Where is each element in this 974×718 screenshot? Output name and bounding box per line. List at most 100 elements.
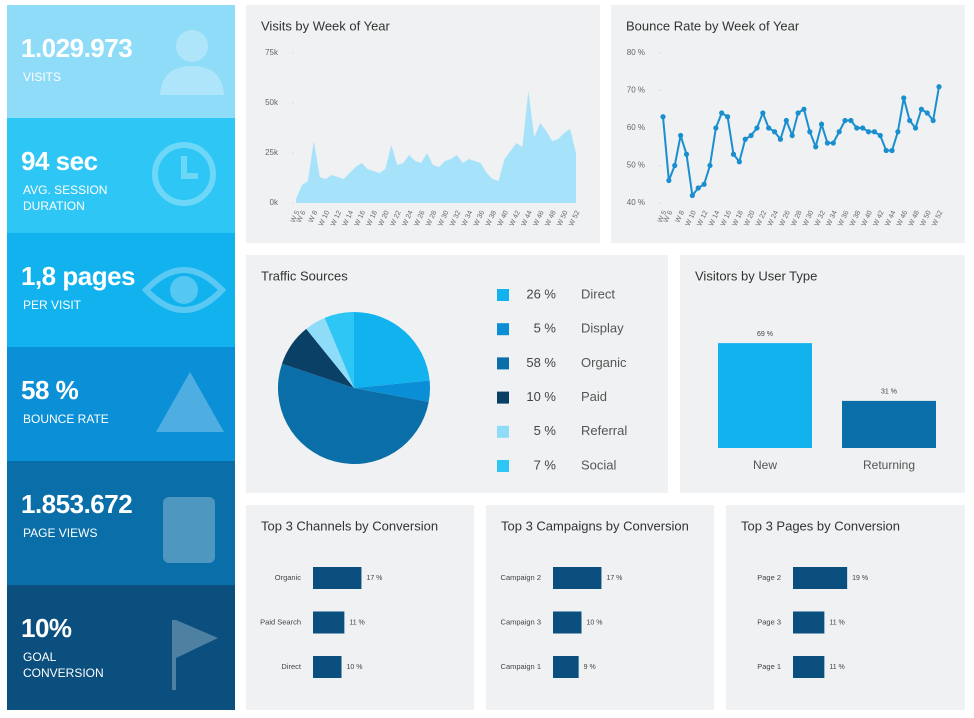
- point: [748, 132, 754, 139]
- legend-swatch: [497, 323, 509, 336]
- point: [766, 125, 772, 131]
- x-tick-label: W 5: [657, 210, 669, 224]
- point: [807, 129, 813, 135]
- y-tick-label: 50 %: [627, 161, 645, 170]
- legend-value: 58 %: [526, 355, 556, 370]
- point: [724, 114, 731, 120]
- point: [830, 140, 836, 146]
- point: [848, 117, 854, 124]
- point: [918, 106, 924, 112]
- bar: [793, 611, 825, 634]
- legend-label: Organic: [581, 355, 627, 370]
- bar: [553, 656, 579, 678]
- point: [883, 147, 889, 154]
- point: [836, 129, 842, 135]
- point: [865, 129, 872, 135]
- legend-swatch: [497, 357, 509, 370]
- kpi-value: 10%: [21, 613, 72, 643]
- chart-title: Visits by Week of Year: [261, 18, 391, 33]
- legend-label: Display: [581, 321, 624, 336]
- y-tick-label: 0k: [270, 198, 279, 207]
- y-tick-label: 50k: [265, 98, 279, 107]
- kpi-tile: 10% GOAL CONVERSION: [7, 585, 235, 710]
- pie-slice: [281, 328, 354, 388]
- legend-label: Referral: [581, 423, 627, 438]
- point: [924, 110, 930, 116]
- legend-label: Paid: [581, 389, 607, 404]
- y-tick-label: 75k: [265, 48, 279, 57]
- legend-value: 26 %: [526, 286, 556, 301]
- kpi-label: GOAL CONVERSION: [23, 650, 104, 680]
- value-label: 11 %: [829, 619, 844, 626]
- chart-title: Visitors by User Type: [695, 268, 817, 283]
- point: [907, 117, 913, 124]
- kpi-tile: 1.853.672 PAGE VIEWS: [7, 461, 235, 585]
- x-tick-label: W 6: [663, 210, 675, 224]
- point: [912, 125, 919, 131]
- y-tick-label: 25k: [265, 148, 279, 157]
- line: [662, 86, 940, 198]
- point: [930, 117, 936, 124]
- bar: [313, 567, 362, 589]
- kpi-label: AVG. SESSION DURATION: [23, 183, 108, 213]
- kpi-value: 58 %: [21, 375, 79, 405]
- value-label: 10 %: [587, 619, 603, 626]
- kpi-tile: 1,8 pages PER VISIT: [7, 233, 235, 347]
- point: [789, 132, 795, 139]
- panel: [246, 505, 474, 710]
- point: [707, 162, 713, 169]
- y-tick-label: Organic: [275, 573, 302, 582]
- point: [695, 185, 701, 191]
- value-label: 17 %: [366, 575, 382, 582]
- kpi-label: BOUNCE RATE: [23, 412, 109, 426]
- y-tick-label: 80 %: [627, 48, 645, 57]
- point: [666, 177, 672, 184]
- x-tick-label: W 5: [290, 210, 302, 224]
- y-tick-label: 70 %: [627, 86, 645, 95]
- bar: [553, 611, 582, 634]
- x-tick-label: W 8: [308, 210, 320, 224]
- point: [701, 181, 707, 187]
- y-tick-label: 40 %: [627, 198, 645, 207]
- point: [742, 136, 748, 142]
- y-tick-label: 60 %: [627, 123, 645, 132]
- kpi-label: PAGE VIEWS: [23, 526, 98, 540]
- value-label: 69 %: [757, 331, 773, 338]
- point: [672, 162, 678, 169]
- value-label: 19 %: [852, 575, 868, 582]
- point: [777, 136, 784, 142]
- kpi-value: 1.029.973: [21, 33, 133, 63]
- chart-title: Top 3 Pages by Conversion: [741, 518, 900, 533]
- kpi-label: VISITS: [23, 70, 62, 84]
- point: [678, 132, 684, 139]
- bar: [313, 611, 345, 634]
- legend-swatch: [497, 391, 509, 404]
- point: [901, 95, 907, 101]
- value-label: 9 %: [584, 664, 596, 671]
- legend-label: Social: [581, 457, 617, 472]
- legend-value: 5 %: [534, 423, 557, 438]
- pie-slice: [354, 312, 430, 388]
- kpi-tile: 94 sec AVG. SESSION DURATION: [7, 118, 235, 233]
- point: [877, 132, 883, 139]
- chart-title: Top 3 Campaigns by Conversion: [501, 518, 689, 533]
- value-label: 31 %: [881, 389, 897, 396]
- point: [842, 117, 848, 124]
- bar: [793, 656, 825, 678]
- legend-swatch: [497, 425, 509, 438]
- panel: [246, 5, 600, 243]
- point: [760, 110, 766, 116]
- pie-slice: [306, 317, 354, 388]
- pie-slice: [278, 363, 429, 464]
- bar: [718, 343, 812, 448]
- x-tick-label: W 8: [674, 210, 686, 224]
- y-tick-label: Page 1: [757, 662, 781, 671]
- kpi-tile: 1.029.973 VISITS: [7, 5, 235, 118]
- point: [818, 121, 825, 127]
- value-label: 10 %: [347, 664, 363, 671]
- y-tick-label: Page 2: [757, 573, 781, 582]
- point: [824, 140, 831, 146]
- panel: [486, 505, 714, 710]
- x-tick-label: New: [753, 458, 777, 472]
